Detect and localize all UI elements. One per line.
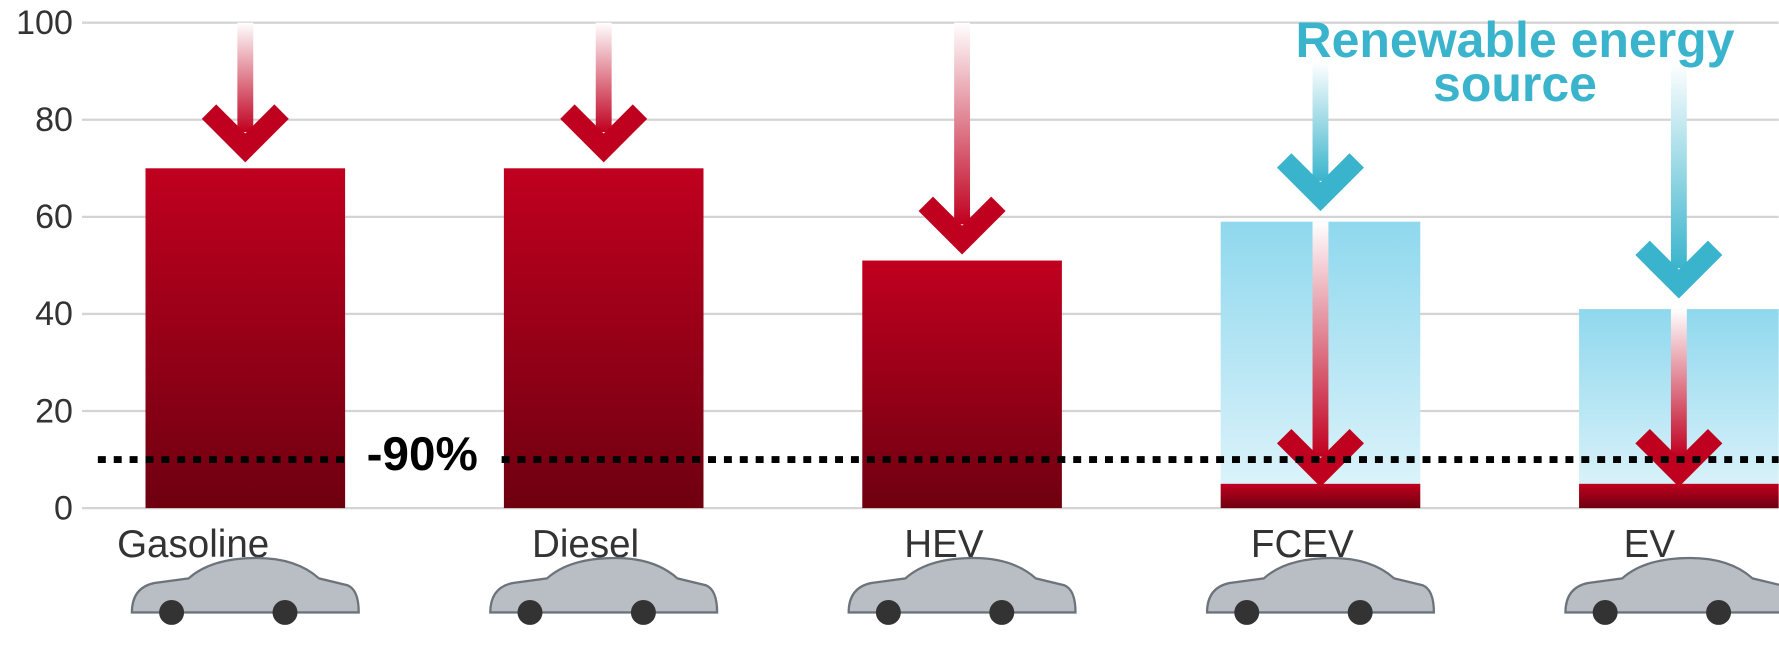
car-wheel xyxy=(1234,599,1260,625)
car-wheel xyxy=(875,599,901,625)
arrow-head xyxy=(1635,240,1723,299)
car-wheel xyxy=(1347,599,1373,625)
arrow-head xyxy=(560,104,648,163)
y-tick-label: 0 xyxy=(54,489,73,527)
car-icon xyxy=(489,556,719,614)
arrow-head xyxy=(918,196,1006,255)
bar xyxy=(862,260,1062,509)
arrow-shaft xyxy=(595,22,612,133)
y-tick-label: 60 xyxy=(35,198,73,236)
annotation: Renewable energy source xyxy=(1295,12,1735,112)
arrow-shaft xyxy=(1670,62,1687,269)
car-wheel xyxy=(517,599,543,625)
car-wheel xyxy=(989,599,1015,625)
car-wheel xyxy=(272,599,298,625)
arrow-head xyxy=(1635,428,1723,487)
arrow-shaft xyxy=(954,22,971,225)
y-tick-label: 40 xyxy=(35,295,73,333)
bar xyxy=(1579,483,1779,509)
arrow-head xyxy=(201,104,289,163)
car-icon xyxy=(1564,556,1779,614)
reference-label: -90% xyxy=(367,428,478,481)
car-wheel xyxy=(1706,599,1732,625)
car-icon xyxy=(130,556,360,614)
bar xyxy=(503,168,704,509)
car-wheel xyxy=(159,599,185,625)
y-tick-label: 20 xyxy=(35,392,73,430)
arrow-shaft xyxy=(1312,62,1329,181)
arrow-shaft xyxy=(1312,221,1329,457)
y-tick-label: 100 xyxy=(16,4,73,42)
bar xyxy=(145,168,346,509)
car-wheel xyxy=(630,599,656,625)
arrow-shaft xyxy=(1670,309,1687,457)
y-tick-label: 80 xyxy=(35,101,73,139)
arrow-head xyxy=(1276,153,1364,212)
car-icon xyxy=(1205,556,1436,614)
car-wheel xyxy=(1592,599,1618,625)
car-icon xyxy=(847,556,1077,614)
bar xyxy=(1220,483,1421,509)
arrow-head xyxy=(1276,428,1364,487)
arrow-shaft xyxy=(237,22,254,133)
